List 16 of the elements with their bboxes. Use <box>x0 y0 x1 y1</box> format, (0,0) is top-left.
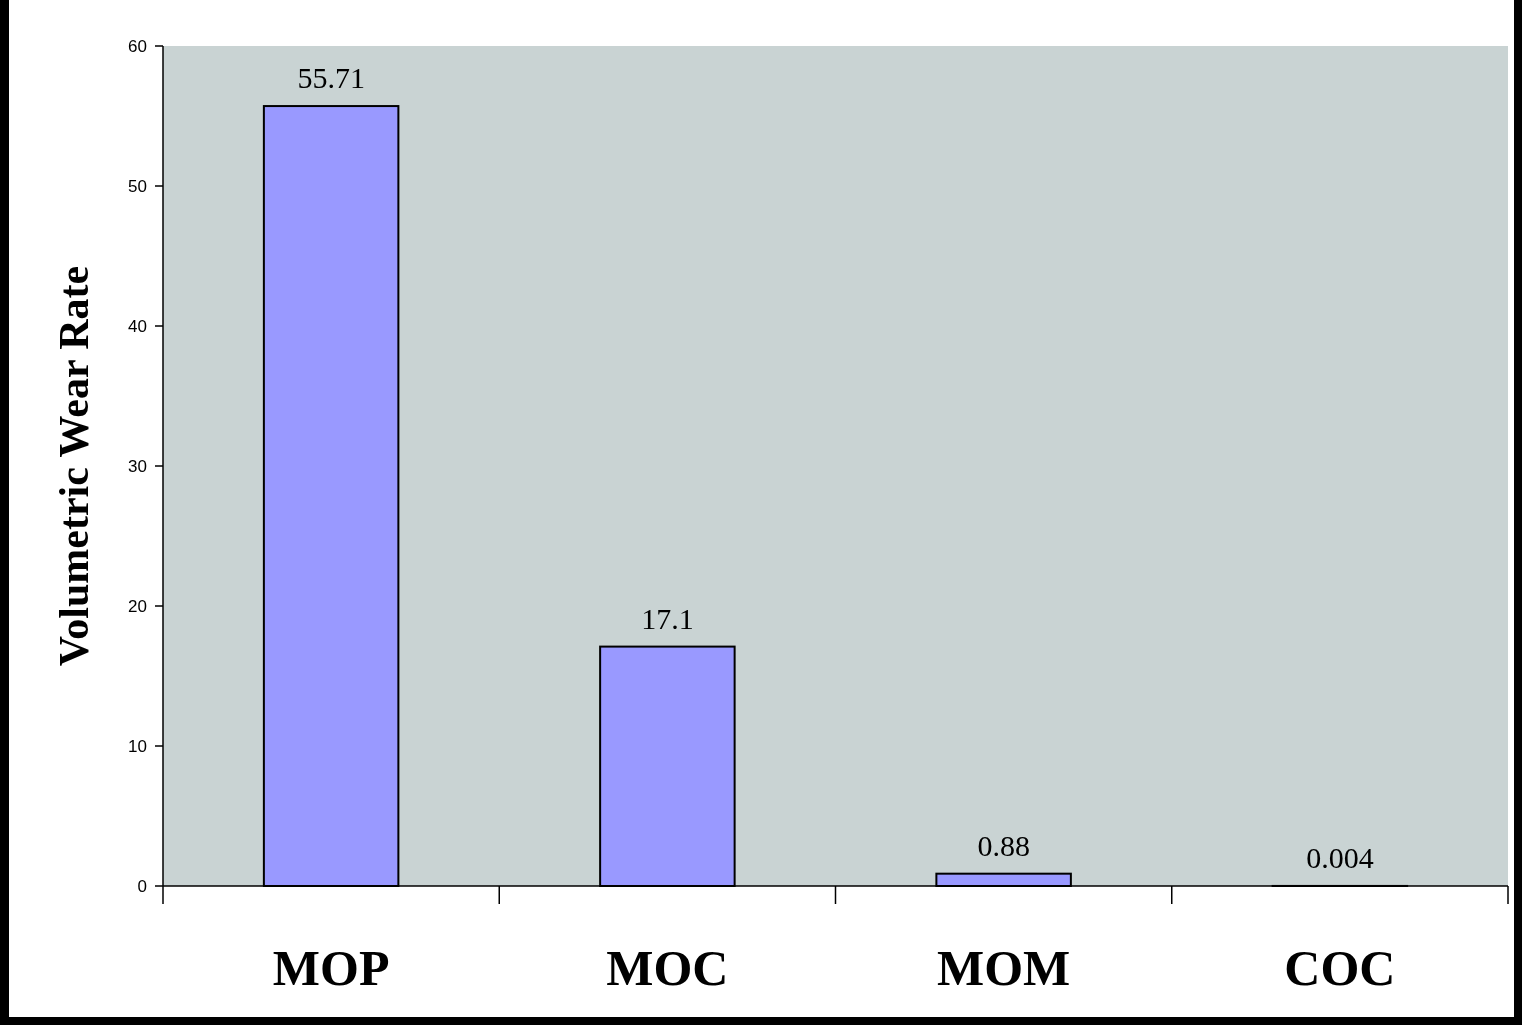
data-label: 0.88 <box>977 828 1030 862</box>
y-tick-label: 0 <box>137 876 147 896</box>
y-tick-label: 10 <box>128 736 147 756</box>
x-tick-label: MOC <box>606 940 729 996</box>
y-tick-label: 30 <box>128 456 147 476</box>
y-tick-label: 60 <box>128 36 147 56</box>
x-tick-label: COC <box>1284 940 1396 996</box>
y-tick-label: 40 <box>128 316 147 336</box>
y-axis-title: Volumetric Wear Rate <box>51 265 97 667</box>
x-tick-label: MOP <box>272 940 390 996</box>
x-tick-label: MOM <box>936 940 1071 996</box>
y-tick-label: 20 <box>128 596 147 616</box>
data-label: 0.004 <box>1306 840 1374 874</box>
data-label: 55.71 <box>297 61 365 95</box>
data-label: 17.1 <box>641 601 694 635</box>
y-tick-label: 50 <box>128 176 147 196</box>
